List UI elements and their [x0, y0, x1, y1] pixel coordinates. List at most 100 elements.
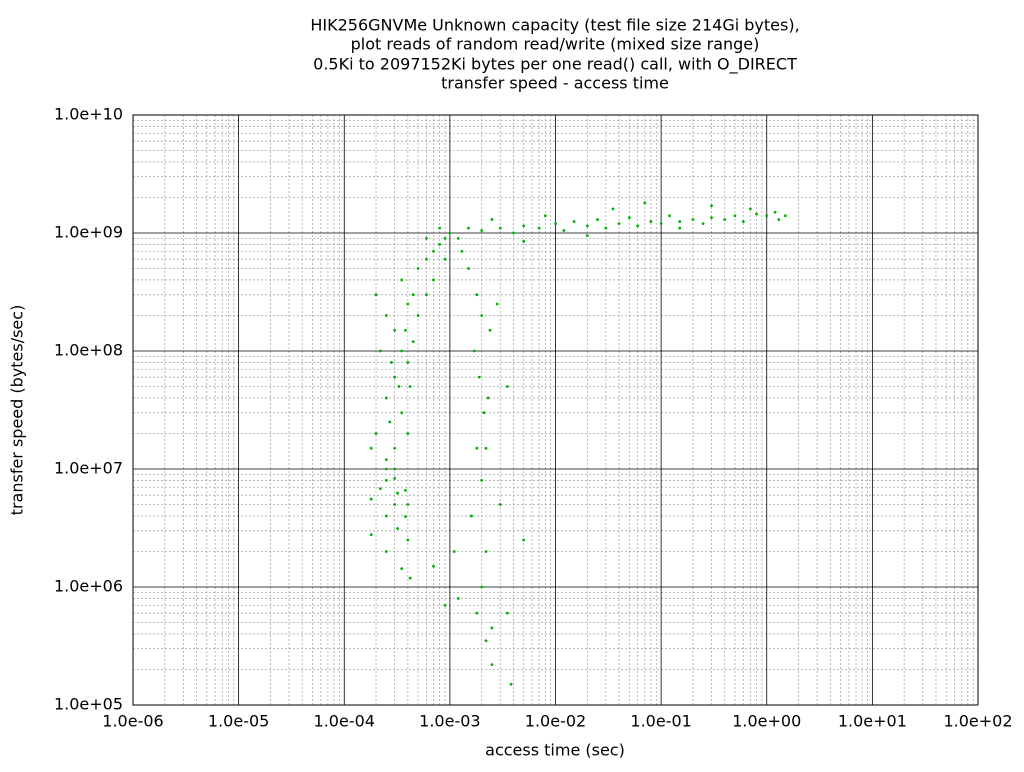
point: [659, 222, 663, 226]
point: [404, 488, 407, 492]
point: [384, 396, 388, 400]
point: [425, 293, 428, 297]
point: [522, 538, 526, 542]
point: [425, 257, 428, 261]
point: [432, 278, 435, 282]
point: [490, 218, 494, 221]
point: [482, 411, 486, 415]
point: [522, 224, 526, 228]
point: [604, 226, 608, 230]
point: [443, 236, 447, 240]
point: [400, 411, 404, 415]
point: [393, 446, 397, 450]
point: [411, 293, 415, 297]
point: [486, 396, 490, 400]
point: [384, 514, 388, 518]
x-tick-label: 1.0e-01: [630, 712, 691, 731]
point: [374, 432, 378, 435]
y-axis-label: transfer speed (bytes/sec): [8, 305, 27, 516]
point: [425, 236, 428, 240]
chart-title: transfer speed - access time: [441, 74, 669, 93]
point: [543, 214, 547, 218]
point: [617, 222, 621, 226]
point: [585, 234, 589, 238]
point: [408, 576, 412, 580]
point: [396, 527, 400, 530]
point: [369, 446, 373, 450]
point: [537, 226, 541, 230]
point: [443, 603, 447, 607]
point: [452, 550, 456, 553]
point: [393, 328, 397, 332]
x-tick-label: 1.0e-05: [208, 712, 269, 731]
point: [480, 585, 484, 589]
x-tick-label: 1.0e-04: [314, 712, 375, 731]
point: [456, 236, 460, 240]
x-tick-label: 1.0e-06: [102, 712, 163, 731]
point: [572, 220, 576, 223]
point: [393, 467, 397, 471]
point: [505, 611, 509, 615]
point: [498, 503, 502, 506]
point: [554, 222, 557, 226]
point: [723, 218, 727, 221]
point: [393, 503, 397, 506]
point: [678, 226, 682, 230]
point: [710, 216, 713, 220]
point: [475, 446, 479, 450]
point: [456, 597, 460, 600]
point: [400, 278, 404, 282]
point: [480, 229, 484, 232]
point: [400, 567, 404, 571]
point: [755, 212, 758, 216]
y-tick-label: 1.0e+10: [54, 105, 123, 124]
point: [585, 224, 589, 228]
y-tick-label: 1.0e+05: [54, 695, 123, 714]
point: [432, 564, 435, 568]
title-block: HIK256GNVMe Unknown capacity (test file …: [310, 16, 799, 93]
point: [472, 349, 476, 353]
point: [443, 257, 447, 261]
point: [384, 467, 388, 471]
plot-border: [132, 114, 979, 706]
point: [495, 302, 499, 306]
point: [636, 224, 640, 228]
point: [748, 207, 752, 211]
point: [765, 214, 769, 218]
point: [369, 533, 373, 537]
point: [393, 375, 397, 379]
x-axis-label: access time (sec): [485, 741, 625, 760]
point: [416, 267, 420, 270]
point: [691, 218, 695, 221]
chart-title: plot reads of random read/write (mixed s…: [351, 35, 760, 54]
point: [475, 293, 479, 297]
point: [438, 226, 442, 230]
x-tick-label: 1.0e+01: [838, 712, 907, 731]
point: [475, 611, 479, 615]
point: [404, 515, 407, 519]
point: [498, 226, 502, 230]
point: [777, 218, 781, 221]
point: [643, 201, 647, 205]
point: [406, 361, 410, 364]
x-tick-label: 1.0e-03: [419, 712, 480, 731]
point: [406, 503, 410, 506]
point: [384, 458, 388, 462]
point: [416, 314, 420, 317]
point: [480, 479, 484, 482]
point: [408, 385, 412, 388]
point: [505, 385, 509, 388]
point: [369, 497, 373, 501]
point: [406, 302, 410, 306]
point: [484, 446, 488, 450]
point: [448, 231, 452, 235]
x-tick-label: 1.0e+02: [943, 712, 1012, 731]
point: [393, 477, 397, 480]
point: [509, 682, 513, 686]
point: [562, 229, 566, 232]
point: [596, 218, 599, 221]
point: [783, 214, 787, 218]
point: [384, 314, 388, 317]
